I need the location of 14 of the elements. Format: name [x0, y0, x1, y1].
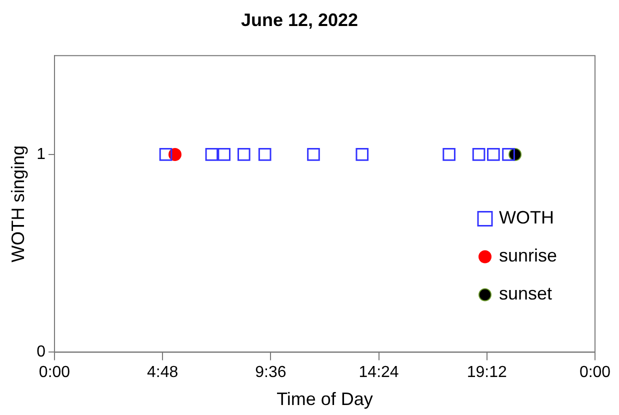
y-tick-label: 1 [36, 146, 46, 163]
legend-label: sunset [499, 284, 552, 304]
x-tick-label: 0:00 [38, 364, 70, 382]
x-axis-title: Time of Day [276, 389, 373, 410]
y-axis-title: WOTH singing [8, 145, 28, 262]
x-tick-label: 4:48 [147, 364, 178, 382]
legend-label: WOTH [499, 208, 554, 228]
legend-label: sunrise [499, 246, 558, 266]
x-tick-label: 14:24 [358, 364, 399, 382]
x-tick-label: 19:12 [466, 364, 508, 382]
x-tick-label: 9:36 [255, 364, 286, 382]
y-tick-label: 0 [36, 344, 46, 361]
x-tick-label: 0:00 [579, 364, 611, 382]
chart-title: June 12, 2022 [240, 10, 358, 30]
